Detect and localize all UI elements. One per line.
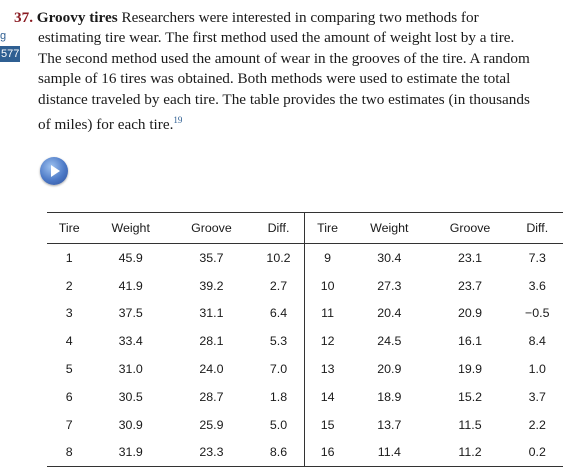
cell-tire: 15 [320, 417, 335, 432]
cell-tire: 16 [320, 445, 335, 460]
cell-tire: 2 [65, 278, 73, 293]
cell-weight: 27.3 [377, 278, 402, 293]
problem-text: 37. Groovy tires Researchers were intere… [14, 8, 570, 136]
cell-groove: 20.9 [457, 306, 483, 321]
cell-diff: 7.0 [252, 355, 306, 383]
header-groove: Groove [169, 212, 253, 244]
cell-diff: 1.0 [528, 362, 546, 377]
cell-diff: 3.7 [528, 389, 546, 404]
header-diff: Diff. [252, 212, 306, 244]
cell-groove: 11.2 [458, 445, 482, 460]
problem-number: 37. [14, 9, 33, 26]
cell-tire: 6 [65, 389, 73, 404]
problem-line-4: sample of 16 tires was obtained. Both me… [38, 70, 511, 88]
cell-groove: 25.9 [199, 417, 224, 432]
cell-tire: 12 [320, 334, 335, 349]
cell-weight: 20.4 [377, 306, 402, 321]
problem-line-3: The second method used the amount of wea… [38, 49, 530, 67]
cell-diff: 10.2 [252, 243, 306, 272]
cell-weight: 41.9 [118, 278, 143, 293]
header-tire: Tire [47, 212, 92, 244]
cell-weight: 33.4 [118, 334, 143, 349]
table-row: 2 41.9 39.2 2.7 10 27.3 23.7 3.6 [47, 271, 563, 300]
table-row: 6 30.5 28.7 1.8 14 18.9 15.2 3.7 [47, 382, 563, 411]
table-row: 1 45.9 35.7 10.2 9 30.4 23.1 7.3 [47, 243, 563, 272]
cell-groove: 31.1 [199, 306, 224, 321]
cell-weight: 30.9 [118, 417, 143, 432]
cell-groove: 23.3 [199, 445, 224, 460]
cell-diff: 8.6 [252, 438, 306, 467]
cell-diff: 1.8 [252, 382, 306, 411]
cell-tire: 4 [65, 334, 73, 349]
cell-weight: 30.4 [377, 250, 402, 265]
cell-weight: 20.9 [377, 362, 402, 377]
table-row: 8 31.9 23.3 8.6 16 11.4 11.2 0.2 [47, 438, 563, 467]
cell-tire: 10 [320, 278, 335, 293]
problem-line-6: of miles) for each tire.19 [14, 110, 570, 135]
cell-groove: 15.2 [457, 389, 483, 404]
table-body: 1 45.9 35.7 10.2 9 30.4 23.1 7.3 2 41.9 39.2 2.7 10 2… [47, 243, 563, 467]
tire-data-table: Tire Weight Groove Diff. Tire Weight Gro… [47, 212, 563, 467]
cell-groove: 39.2 [199, 278, 224, 293]
cell-weight: 45.9 [118, 250, 143, 265]
cell-tire: 3 [65, 306, 73, 321]
cell-weight: 37.5 [118, 306, 143, 321]
cell-weight: 13.7 [377, 417, 402, 432]
table-row: 7 30.9 25.9 5.0 15 13.7 11.5 2.2 [47, 410, 563, 439]
header-diff: Diff. [511, 212, 563, 244]
cell-weight: 31.0 [118, 362, 143, 377]
cell-diff: 8.4 [528, 334, 546, 349]
problem-line-5: distance traveled by each tire. The tabl… [38, 90, 530, 108]
cell-tire: 9 [324, 250, 332, 265]
cell-groove: 28.7 [199, 389, 224, 404]
cell-weight: 24.5 [377, 334, 402, 349]
margin-page-fragment: g [0, 30, 7, 42]
cell-diff: 3.6 [528, 278, 546, 293]
cell-groove: 28.1 [199, 334, 224, 349]
cell-tire: 7 [65, 417, 73, 432]
footnote-link[interactable]: 19 [173, 115, 183, 126]
cell-diff: 5.3 [252, 327, 306, 356]
cell-groove: 23.1 [457, 250, 483, 265]
table-header-row: Tire Weight Groove Diff. Tire Weight Gro… [47, 212, 563, 244]
cell-weight: 11.4 [377, 445, 401, 460]
cell-tire: 14 [320, 389, 335, 404]
cell-tire: 5 [65, 362, 73, 377]
cell-weight: 18.9 [377, 389, 402, 404]
problem-line-1: Researchers were interested in comparing… [121, 9, 479, 26]
problem-line-2: estimating tire wear. The first method u… [38, 29, 515, 47]
cell-groove: 35.7 [199, 250, 224, 265]
cell-diff: 0.2 [528, 445, 546, 460]
cell-groove: 11.5 [458, 417, 482, 432]
cell-groove: 19.9 [457, 362, 483, 377]
margin-page-tab[interactable]: 577 [0, 46, 20, 62]
cell-diff: −0.5 [525, 306, 550, 321]
cell-weight: 30.5 [118, 389, 143, 404]
cell-tire: 1 [65, 250, 73, 265]
header-weight: Weight [91, 212, 170, 244]
cell-tire: 11 [321, 306, 335, 321]
cell-tire: 13 [320, 362, 335, 377]
problem-title: Groovy tires [36, 9, 118, 26]
play-button[interactable] [40, 157, 68, 185]
play-icon [51, 165, 60, 177]
header-weight: Weight [350, 212, 429, 244]
cell-diff: 2.7 [252, 271, 306, 300]
cell-diff: 5.0 [252, 410, 306, 439]
cell-groove: 24.0 [199, 362, 224, 377]
cell-weight: 31.9 [118, 445, 143, 460]
table-row: 3 37.5 31.1 6.4 11 20.4 20.9 −0.5 [47, 299, 563, 328]
cell-diff: 6.4 [252, 299, 306, 328]
cell-diff: 2.2 [528, 417, 546, 432]
cell-tire: 8 [65, 445, 73, 460]
header-groove: Groove [428, 212, 512, 244]
table-row: 5 31.0 24.0 7.0 13 20.9 19.9 1.0 [47, 355, 563, 383]
cell-diff: 7.3 [528, 250, 546, 265]
problem-line-6-text: of miles) for each tire. [38, 116, 174, 134]
cell-groove: 23.7 [457, 278, 483, 293]
header-tire: Tire [304, 212, 351, 244]
cell-groove: 16.1 [457, 334, 483, 349]
table-row: 4 33.4 28.1 5.3 12 24.5 16.1 8.4 [47, 327, 563, 356]
